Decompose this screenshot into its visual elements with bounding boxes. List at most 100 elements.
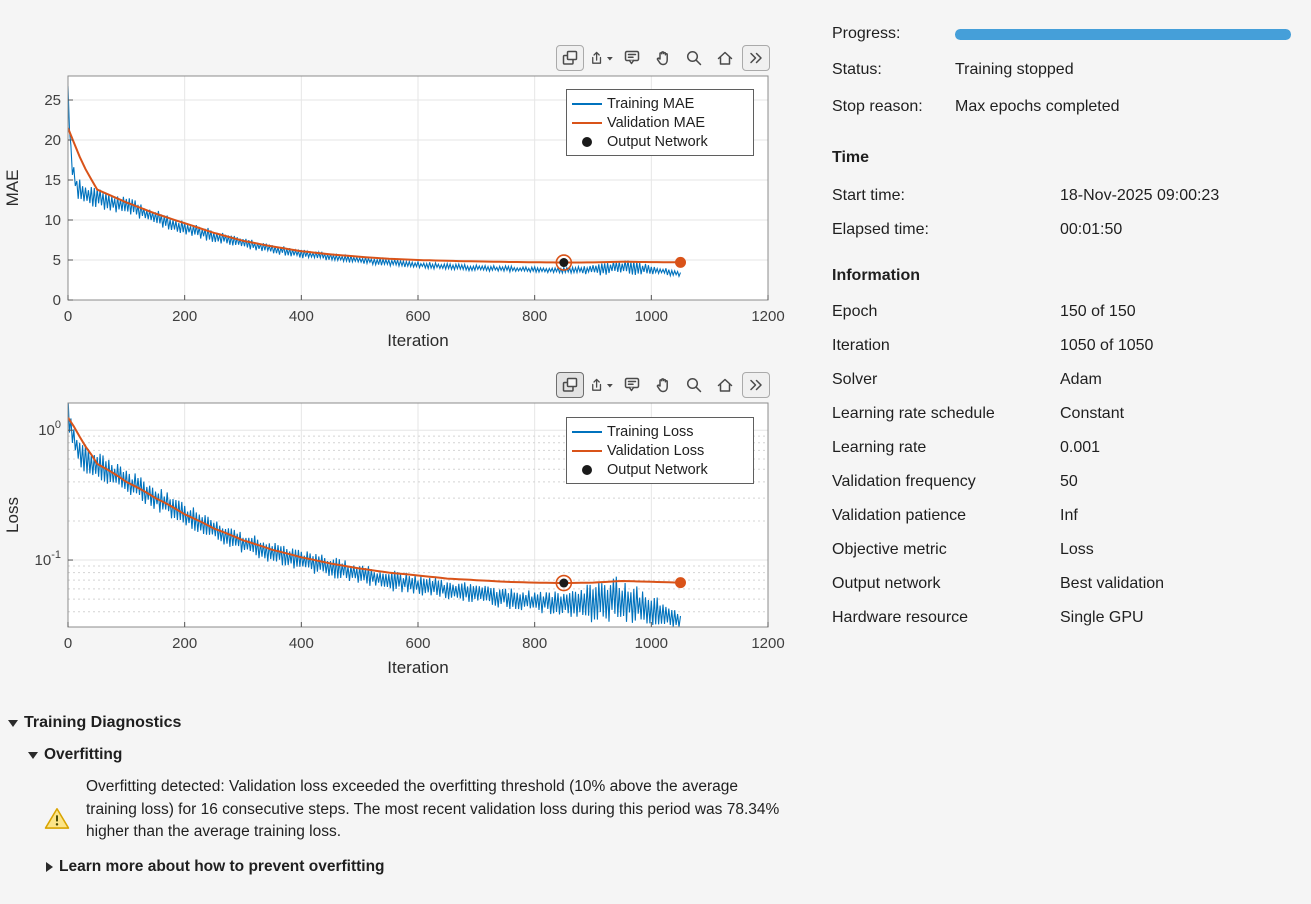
status-value: Training stopped [955,61,1074,78]
export-icon [592,51,602,64]
training-line-swatch [571,430,603,433]
info-row-validation-frequency: Validation frequency 50 [832,473,1078,490]
pan-button[interactable] [649,45,677,71]
svg-text:600: 600 [405,635,430,652]
datatip-button[interactable] [618,372,646,398]
svg-text:1000: 1000 [635,635,668,652]
output-network-marker [571,136,603,147]
info-row-learning-rate: Learning rate 0.001 [832,439,1101,456]
info-row-objective-metric: Objective metric Loss [832,541,1094,558]
svg-text:Loss: Loss [3,497,22,533]
svg-text:5: 5 [53,252,61,269]
elapsed-time-row: Elapsed time: 00:01:50 [832,221,1123,238]
overfitting-warning: Overfitting detected: Validation loss ex… [44,776,788,844]
start-time-row: Start time: 18-Nov-2025 09:00:23 [832,187,1220,204]
overfitting-warning-text: Overfitting detected: Validation loss ex… [86,778,780,840]
learn-more-toggle[interactable]: Learn more about how to prevent overfitt… [46,858,788,876]
layers-button[interactable] [556,45,584,71]
caret-down-icon [607,383,614,387]
home-icon [717,378,733,392]
start-time-value: 18-Nov-2025 09:00:23 [1060,187,1220,204]
svg-text:0: 0 [64,635,72,652]
loss-legend: Training Loss Validation Loss Output Net… [566,417,754,484]
overfitting-toggle[interactable]: Overfitting [28,746,788,764]
svg-text:400: 400 [289,308,314,325]
progress-row: Progress: [832,24,1294,44]
info-row-output-network: Output network Best validation [832,575,1165,592]
home-button[interactable] [711,372,739,398]
export-button[interactable] [587,372,615,398]
layers-icon [562,50,578,65]
export-icon [592,378,602,391]
pan-button[interactable] [649,372,677,398]
svg-text:10: 10 [44,212,61,229]
svg-text:200: 200 [172,635,197,652]
svg-text:10-1: 10-1 [35,549,61,569]
information-section-header: Information [832,267,920,284]
progress-bar [955,28,1291,40]
time-section-header: Time [832,149,870,166]
zoom-button[interactable] [680,45,708,71]
collapse-triangle-icon [28,751,38,759]
legend-item-validation-mae: Validation MAE [571,113,747,132]
info-row-hardware-resource: Hardware resource Single GPU [832,609,1144,626]
export-button[interactable] [587,45,615,71]
expand-triangle-icon [46,861,53,872]
pan-icon [656,378,668,393]
svg-text:600: 600 [405,308,430,325]
legend-item-output-network: Output Network [571,132,747,151]
pan-icon [656,51,668,66]
svg-text:100: 100 [38,419,61,439]
zoom-button[interactable] [680,372,708,398]
validation-line-swatch [571,449,603,452]
zoom-icon [686,377,702,393]
datatip-icon [624,377,640,392]
progress-label: Progress: [832,25,901,42]
output-network-marker [571,464,603,475]
svg-text:1200: 1200 [751,308,784,325]
svg-text:800: 800 [522,308,547,325]
mae-legend: Training MAE Validation MAE Output Netwo… [566,89,754,156]
mae-chart-toolbar [556,45,770,71]
svg-text:Iteration: Iteration [387,331,448,350]
layers-button[interactable] [556,372,584,398]
svg-text:200: 200 [172,308,197,325]
legend-item-validation-loss: Validation Loss [571,441,747,460]
layers-icon [562,377,578,392]
status-row: Status: Training stopped [832,60,1294,80]
legend-item-training-loss: Training Loss [571,422,747,441]
collapse-triangle-icon [8,719,18,727]
training-line-swatch [571,102,603,105]
home-button[interactable] [711,45,739,71]
info-row-solver: Solver Adam [832,371,1102,388]
datatip-button[interactable] [618,45,646,71]
warning-icon [44,808,70,829]
caret-down-icon [607,56,614,60]
svg-text:15: 15 [44,172,61,189]
status-label: Status: [832,61,882,78]
datatip-icon [624,50,640,65]
home-icon [717,51,733,65]
info-row-epoch: Epoch 150 of 150 [832,303,1136,320]
info-row-iteration: Iteration 1050 of 1050 [832,337,1154,354]
elapsed-time-value: 00:01:50 [1060,221,1123,238]
svg-text:400: 400 [289,635,314,652]
progress-bar-fill [955,28,1291,40]
double-chevron-icon [750,52,762,64]
validation-line-swatch [571,121,603,124]
double-chevron-icon [750,379,762,391]
expand-button[interactable] [742,372,770,398]
svg-text:MAE: MAE [3,170,22,207]
svg-text:0: 0 [64,308,72,325]
svg-text:Iteration: Iteration [387,658,448,677]
stop-reason-value: Max epochs completed [955,98,1120,115]
stop-reason-row: Stop reason: Max epochs completed [832,97,1294,117]
training-diagnostics-toggle[interactable]: Training Diagnostics [8,714,788,732]
expand-button[interactable] [742,45,770,71]
legend-item-output-network: Output Network [571,460,747,479]
stop-reason-label: Stop reason: [832,98,923,115]
zoom-icon [686,50,702,66]
svg-text:25: 25 [44,92,61,109]
diagnostics-section: Training Diagnostics Overfitting Overfit… [8,714,788,876]
svg-text:1200: 1200 [751,635,784,652]
